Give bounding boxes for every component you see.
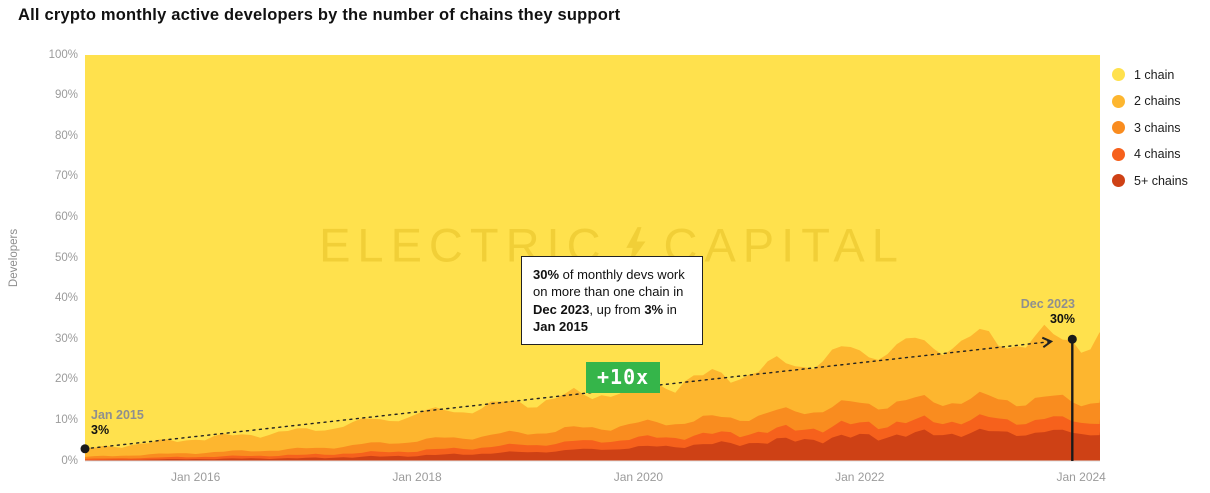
legend-label: 3 chains (1134, 120, 1181, 135)
y-tick-40: 40% (54, 292, 78, 305)
legend-item-3: 3 chains (1112, 119, 1188, 136)
start-marker-date: Jan 2015 (91, 408, 144, 422)
y-tick-20: 20% (54, 373, 78, 386)
legend-label: 2 chains (1134, 94, 1181, 108)
legend-swatch-icon (1112, 94, 1125, 108)
legend-item-2: 2 chains (1112, 93, 1188, 110)
x-tick-2022: Jan 2022 (835, 470, 885, 484)
end-marker-label: Dec 2023 30% (995, 297, 1075, 327)
legend-label: 1 chain (1134, 67, 1175, 82)
multiplier-badge: +10x (586, 362, 661, 393)
legend-item-5: 5+ chains (1112, 172, 1188, 189)
y-tick-80: 80% (54, 129, 78, 142)
legend-swatch-icon (1112, 68, 1125, 81)
start-marker-label: Jan 2015 3% (91, 408, 144, 438)
y-tick-0: 0% (61, 454, 78, 467)
legend-swatch-icon (1112, 121, 1125, 134)
y-tick-50: 50% (54, 251, 78, 264)
legend-label: 4 chains (1134, 147, 1181, 161)
legend-item-4: 4 chains (1112, 146, 1188, 163)
stacked-area-chart (80, 55, 1100, 462)
y-tick-70: 70% (54, 170, 78, 183)
x-tick-2018: Jan 2018 (392, 470, 442, 484)
legend: 1 chain 2 chains 3 chains 4 chains 5+ chains (1112, 66, 1188, 199)
y-tick-30: 30% (54, 332, 78, 345)
y-tick-60: 60% (54, 210, 78, 223)
legend-item-1: 1 chain (1112, 66, 1188, 83)
end-marker-date: Dec 2023 (1020, 297, 1075, 311)
y-axis-label: Developers (8, 228, 20, 288)
legend-label: 5+ chains (1134, 173, 1188, 188)
y-tick-90: 90% (54, 89, 78, 102)
legend-swatch-icon (1112, 174, 1125, 187)
x-tick-2016: Jan 2016 (170, 470, 221, 484)
y-tick-100: 100% (48, 48, 78, 61)
chart-title: All crypto monthly active developers by … (18, 6, 621, 24)
end-marker-value: 30% (1049, 312, 1075, 326)
annotation-text: 30% of monthly devs work on more than on… (533, 267, 685, 334)
annotation-callout: 30% of monthly devs work on more than on… (521, 256, 703, 346)
legend-swatch-icon (1112, 147, 1125, 161)
start-marker-value: 3% (91, 423, 110, 437)
x-tick-2020: Jan 2020 (613, 470, 664, 484)
y-tick-10: 10% (54, 413, 78, 426)
x-tick-2024: Jan 2024 (1056, 470, 1106, 484)
